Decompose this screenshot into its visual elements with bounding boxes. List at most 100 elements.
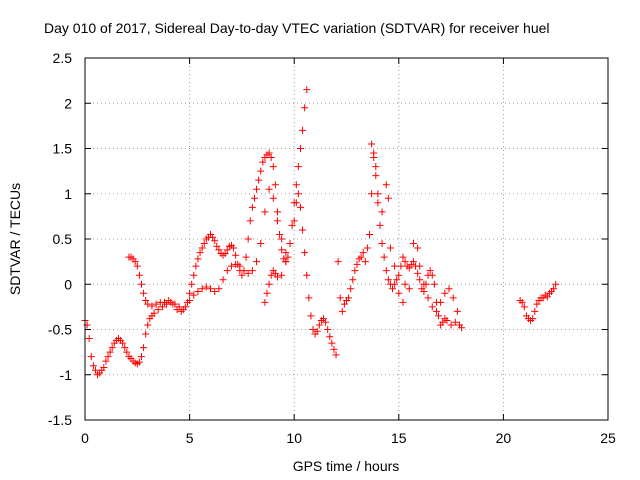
x-tick-label: 0 <box>81 430 89 446</box>
data-point <box>414 269 422 277</box>
y-axis-label: SDTVAR / TECUs <box>7 183 23 295</box>
data-point <box>386 244 394 252</box>
data-point <box>232 260 240 268</box>
data-point <box>426 267 434 275</box>
series-track-b <box>125 185 290 315</box>
data-point <box>374 190 382 198</box>
data-point <box>190 291 198 299</box>
data-point <box>451 318 459 326</box>
data-point <box>345 294 353 302</box>
data-point <box>265 185 273 193</box>
data-point <box>154 306 162 314</box>
data-point <box>359 249 367 257</box>
data-point <box>353 260 361 268</box>
data-point <box>374 199 382 207</box>
data-point <box>368 140 376 148</box>
data-point <box>303 86 311 94</box>
data-point <box>303 271 311 279</box>
data-point <box>190 271 198 279</box>
data-point <box>305 294 313 302</box>
data-point <box>186 297 194 305</box>
data-point <box>299 126 307 134</box>
data-point <box>140 289 148 297</box>
data-point <box>273 217 281 225</box>
data-point <box>253 185 261 193</box>
data-point <box>288 221 296 229</box>
data-point <box>255 176 263 184</box>
y-tick-label: 0.5 <box>53 231 73 247</box>
x-axis-label: GPS time / hours <box>293 458 400 474</box>
data-point <box>424 294 432 302</box>
data-point <box>336 294 344 302</box>
series-track-e <box>368 140 461 315</box>
data-point <box>273 273 281 281</box>
data-point <box>202 283 210 291</box>
data-point <box>85 335 93 343</box>
x-axis-ticks: 0 5 10 15 20 25 <box>81 58 616 446</box>
series-track-f <box>516 280 560 324</box>
data-point <box>401 280 409 288</box>
data-point <box>192 262 200 270</box>
data-point <box>219 276 227 284</box>
data-point <box>376 221 384 229</box>
data-point <box>253 258 261 266</box>
data-point <box>399 298 407 306</box>
y-tick-label: -1 <box>60 367 73 383</box>
data-point <box>430 280 438 288</box>
data-point <box>543 293 551 301</box>
y-tick-label: -0.5 <box>48 322 72 338</box>
data-point <box>177 307 185 315</box>
data-point <box>366 230 374 238</box>
data-point <box>278 235 286 243</box>
data-point <box>158 303 166 311</box>
data-point <box>223 246 231 254</box>
data-point <box>267 154 275 162</box>
data-point <box>319 315 327 323</box>
data-point <box>221 249 229 257</box>
y-axis-ticks: 2.5 2 1.5 1 0.5 0 -0.5 -1 -1.5 <box>48 50 608 428</box>
data-point <box>173 306 181 314</box>
data-point <box>391 280 399 288</box>
data-point <box>416 276 424 284</box>
data-point <box>271 269 279 277</box>
data-point <box>294 163 302 171</box>
data-point <box>368 190 376 198</box>
data-point <box>246 217 254 225</box>
data-point <box>227 262 235 270</box>
data-point <box>520 303 528 311</box>
data-point <box>106 348 114 356</box>
x-tick-label: 5 <box>186 430 194 446</box>
x-tick-label: 25 <box>600 430 616 446</box>
data-point <box>194 287 202 295</box>
y-tick-label: 2 <box>64 95 72 111</box>
series-track-d <box>334 149 466 332</box>
data-point <box>389 285 397 293</box>
data-point <box>309 326 317 333</box>
data-point <box>265 280 273 288</box>
data-point <box>372 172 380 180</box>
data-point <box>338 307 346 315</box>
data-point <box>148 302 156 310</box>
data-point <box>244 269 252 277</box>
data-point <box>361 258 369 266</box>
data-point <box>133 262 141 270</box>
data-point <box>292 199 300 207</box>
data-point <box>261 208 269 216</box>
data-point <box>349 276 357 284</box>
data-point <box>248 267 256 275</box>
data-point <box>518 298 526 306</box>
data-point <box>529 315 537 323</box>
data-point <box>414 244 422 252</box>
data-point <box>278 246 286 254</box>
data-point <box>443 316 451 324</box>
data-point <box>416 262 424 270</box>
data-point <box>401 258 409 266</box>
data-point <box>211 287 219 295</box>
data-point <box>420 280 428 288</box>
data-point <box>137 280 145 288</box>
data-point <box>324 326 332 333</box>
data-point <box>89 362 97 370</box>
data-point <box>533 300 541 308</box>
data-point <box>395 289 403 297</box>
